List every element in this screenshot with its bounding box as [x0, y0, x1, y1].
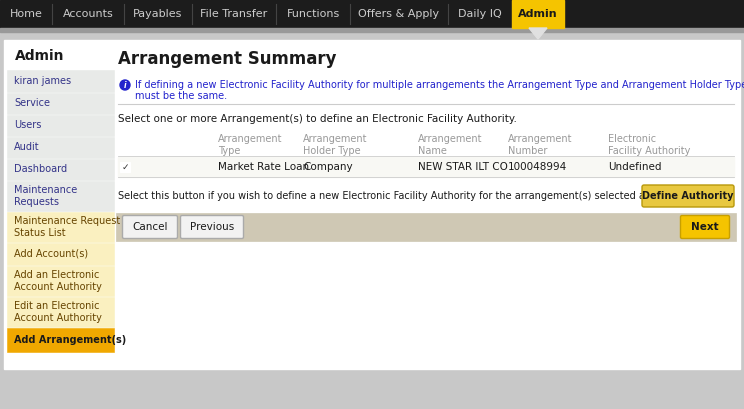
Text: i: i	[124, 81, 126, 90]
Text: Edit an Electronic
Account Authority: Edit an Electronic Account Authority	[14, 301, 102, 323]
Text: NEW STAR ILT CO: NEW STAR ILT CO	[418, 162, 508, 172]
Text: Electronic
Facility Authority: Electronic Facility Authority	[608, 134, 690, 155]
Text: Add Arrangement(s): Add Arrangement(s)	[14, 335, 126, 345]
Text: Daily IQ: Daily IQ	[458, 9, 502, 19]
Bar	[116, 213, 736, 241]
Text: Add Account(s): Add Account(s)	[14, 249, 88, 259]
Text: Arrangement
Type: Arrangement Type	[218, 134, 283, 155]
Text: ✓: ✓	[121, 163, 129, 172]
Bar	[7, 70, 114, 92]
Text: Company: Company	[303, 162, 353, 172]
Bar	[4, 40, 740, 369]
FancyBboxPatch shape	[681, 216, 730, 238]
FancyBboxPatch shape	[181, 216, 243, 238]
Bar	[7, 137, 114, 158]
FancyBboxPatch shape	[642, 185, 734, 207]
Text: Arrangement Summary: Arrangement Summary	[118, 50, 336, 68]
Bar	[7, 297, 114, 327]
Text: Users: Users	[14, 121, 42, 130]
Bar	[7, 159, 114, 180]
Text: Maintenance Request
Status List: Maintenance Request Status List	[14, 216, 121, 238]
Text: Home: Home	[10, 9, 42, 19]
Polygon shape	[529, 28, 547, 39]
Text: Arrangement
Number: Arrangement Number	[508, 134, 572, 155]
Bar	[120, 162, 130, 172]
Text: File Transfer: File Transfer	[200, 9, 268, 19]
Text: Previous: Previous	[190, 222, 234, 232]
Bar	[7, 115, 114, 136]
Text: If defining a new Electronic Facility Authority for multiple arrangements the Ar: If defining a new Electronic Facility Au…	[135, 80, 744, 90]
Bar	[512, 0, 564, 28]
Text: Offers & Apply: Offers & Apply	[359, 9, 440, 19]
Text: Undefined: Undefined	[608, 162, 661, 172]
Text: Admin: Admin	[518, 9, 558, 19]
Bar	[7, 212, 114, 242]
Text: Arrangement
Holder Type: Arrangement Holder Type	[303, 134, 368, 155]
Text: Next: Next	[691, 222, 719, 232]
Text: Market Rate Loan: Market Rate Loan	[218, 162, 309, 172]
Bar	[118, 157, 734, 177]
Text: Payables: Payables	[133, 9, 183, 19]
Text: Select one or more Arrangement(s) to define an Electronic Facility Authority.: Select one or more Arrangement(s) to def…	[118, 114, 517, 124]
Bar	[7, 181, 114, 211]
Text: Accounts: Accounts	[62, 9, 113, 19]
Bar	[7, 328, 114, 352]
Bar	[7, 243, 114, 265]
Text: Admin: Admin	[15, 49, 65, 63]
Text: Service: Service	[14, 99, 50, 108]
Text: 100048994: 100048994	[508, 162, 567, 172]
Text: must be the same.: must be the same.	[135, 91, 227, 101]
Text: Functions: Functions	[286, 9, 339, 19]
Text: Select this button if you wish to define a new Electronic Facility Authority for: Select this button if you wish to define…	[118, 191, 672, 201]
Bar	[7, 266, 114, 296]
Bar	[0, 28, 744, 32]
Text: Add an Electronic
Account Authority: Add an Electronic Account Authority	[14, 270, 102, 292]
Text: kiran james: kiran james	[14, 76, 71, 86]
Text: Maintenance
Requests: Maintenance Requests	[14, 185, 77, 207]
Text: Audit: Audit	[14, 142, 39, 153]
FancyBboxPatch shape	[123, 216, 178, 238]
Circle shape	[120, 80, 130, 90]
Text: Dashboard: Dashboard	[14, 164, 67, 175]
Bar	[0, 0, 744, 28]
Bar	[7, 93, 114, 114]
Text: Define Authority: Define Authority	[642, 191, 734, 201]
Text: Cancel: Cancel	[132, 222, 167, 232]
Text: Arrangement
Name: Arrangement Name	[418, 134, 483, 155]
